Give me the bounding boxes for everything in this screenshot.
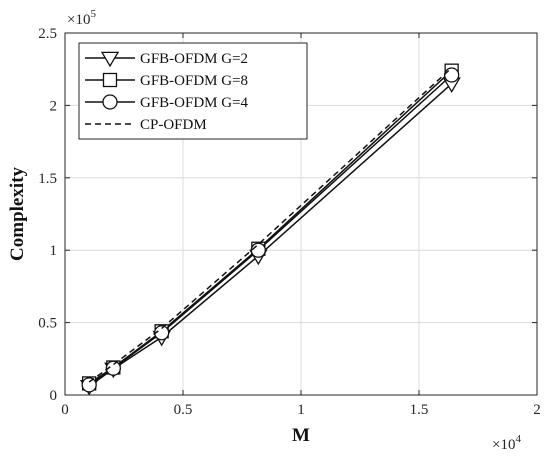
y-tick-label: 0 — [50, 388, 58, 404]
y-axis-label: Complexity — [7, 167, 28, 261]
data-point — [444, 67, 460, 83]
y-tick-label: 0.5 — [38, 316, 57, 332]
y-ticks: 0 0.5 1 1.5 2 2.5 — [38, 26, 537, 404]
data-point — [81, 377, 97, 393]
legend-label: GFB-OFDM G=8 — [140, 73, 248, 89]
x-tick-label: 1 — [297, 402, 305, 418]
legend-marker — [102, 72, 118, 88]
legend-box — [78, 42, 308, 140]
legend-marker — [102, 94, 118, 110]
series-line — [88, 67, 453, 383]
x-tick-label: 1.5 — [410, 402, 429, 418]
legend-item: CP-OFDM — [85, 117, 207, 133]
legend: GFB-OFDM G=2 GFB-OFDM G=8 GFB-OFDM G=4 CP-O… — [78, 42, 308, 140]
x-ticks: 0 0.5 1 1.5 2 — [61, 33, 541, 418]
y-tick-label: 1 — [50, 243, 58, 259]
x-exponent: ×104 — [492, 433, 521, 453]
data-point — [105, 360, 121, 376]
legend-item: GFB-OFDM G=2 — [85, 51, 248, 68]
y-tick-label: 2.5 — [38, 26, 57, 42]
y-exponent: ×105 — [67, 8, 96, 28]
x-tick-label: 0 — [61, 402, 69, 418]
svg-text:×105: ×105 — [67, 8, 96, 28]
legend-label: GFB-OFDM G=4 — [140, 95, 249, 111]
x-tick-label: 2 — [533, 402, 541, 418]
data-point — [250, 242, 266, 258]
legend-label: CP-OFDM — [140, 117, 207, 133]
svg-text:×104: ×104 — [492, 433, 521, 453]
legend-label: GFB-OFDM G=2 — [140, 51, 248, 67]
legend-marker — [100, 51, 120, 68]
series-group — [80, 63, 461, 396]
x-tick-label: 0.5 — [174, 402, 193, 418]
y-tick-label: 1.5 — [38, 171, 57, 187]
legend-item: GFB-OFDM G=4 — [85, 94, 249, 111]
x-axis-label: M — [292, 425, 310, 446]
legend-item: GFB-OFDM G=8 — [85, 72, 248, 89]
y-tick-label: 2 — [50, 98, 58, 114]
series-4 — [88, 67, 453, 383]
